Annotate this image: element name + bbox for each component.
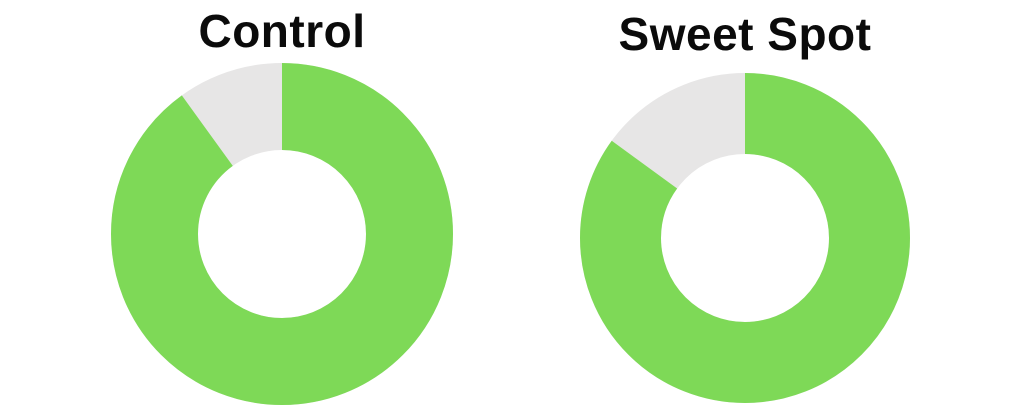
chart-title-control: Control bbox=[198, 5, 366, 57]
donut-chart-sweet-spot bbox=[580, 73, 910, 403]
donut-svg bbox=[111, 63, 453, 405]
donut-segment-main bbox=[111, 63, 453, 405]
chart-title-sweet-spot: Sweet Spot bbox=[618, 8, 872, 60]
donut-svg bbox=[580, 73, 910, 403]
donut-chart-control bbox=[111, 63, 453, 405]
donut-segment-main bbox=[580, 73, 910, 403]
